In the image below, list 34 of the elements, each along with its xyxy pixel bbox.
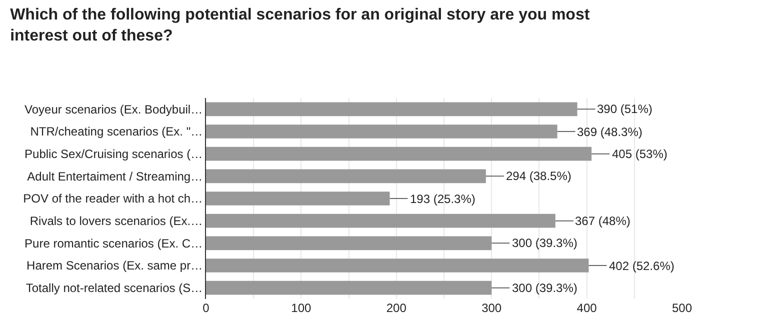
bar xyxy=(206,192,390,206)
y-tick-label: POV of the reader with a hot ch… xyxy=(23,192,203,206)
bar xyxy=(206,280,492,295)
y-tick-label: NTR/cheating scenarios (Ex. "… xyxy=(30,124,203,139)
x-tick-label: 0 xyxy=(202,301,210,315)
y-tick-label: Voyeur scenarios (Ex. Bodybuil… xyxy=(24,102,203,116)
data-label: 300 (39.3%) xyxy=(512,236,578,250)
x-tick-label: 100 xyxy=(291,301,312,315)
x-tick-label: 500 xyxy=(672,301,692,315)
data-label: 402 (52.6%) xyxy=(609,259,674,273)
data-label: 300 (39.3%) xyxy=(512,281,578,295)
data-label: 367 (48%) xyxy=(575,214,630,228)
y-tick-label: Totally not-related scenarios (S… xyxy=(26,281,203,296)
data-label: 369 (48.3%) xyxy=(577,125,642,139)
bar xyxy=(206,236,492,250)
y-tick-label: Pure romantic scenarios (Ex. C… xyxy=(24,236,203,250)
chart-title: Which of the following potential scenarios for an original story are you most interest out of these? xyxy=(10,6,590,44)
data-label: 294 (38.5%) xyxy=(506,169,572,183)
y-tick-label: Public Sex/Cruising scenarios (… xyxy=(24,147,203,162)
x-tick-label: 400 xyxy=(576,301,598,315)
x-tick-label: 300 xyxy=(482,301,502,315)
y-tick-label: Harem Scenarios (Ex. same pr… xyxy=(26,258,203,273)
x-tick-label: 200 xyxy=(386,301,407,315)
bar xyxy=(206,169,486,184)
data-label: 390 (51%) xyxy=(597,102,652,116)
bar xyxy=(206,146,592,161)
bar xyxy=(206,102,578,116)
data-label: 193 (25.3%) xyxy=(410,192,476,206)
bar xyxy=(206,258,589,272)
y-tick-label: Adult Entertaiment / Streaming… xyxy=(27,169,203,184)
data-label: 405 (53%) xyxy=(612,147,668,161)
y-tick-label: Rivals to lovers scenarios (Ex.… xyxy=(30,214,203,228)
bar xyxy=(206,214,556,228)
bar xyxy=(206,124,558,138)
